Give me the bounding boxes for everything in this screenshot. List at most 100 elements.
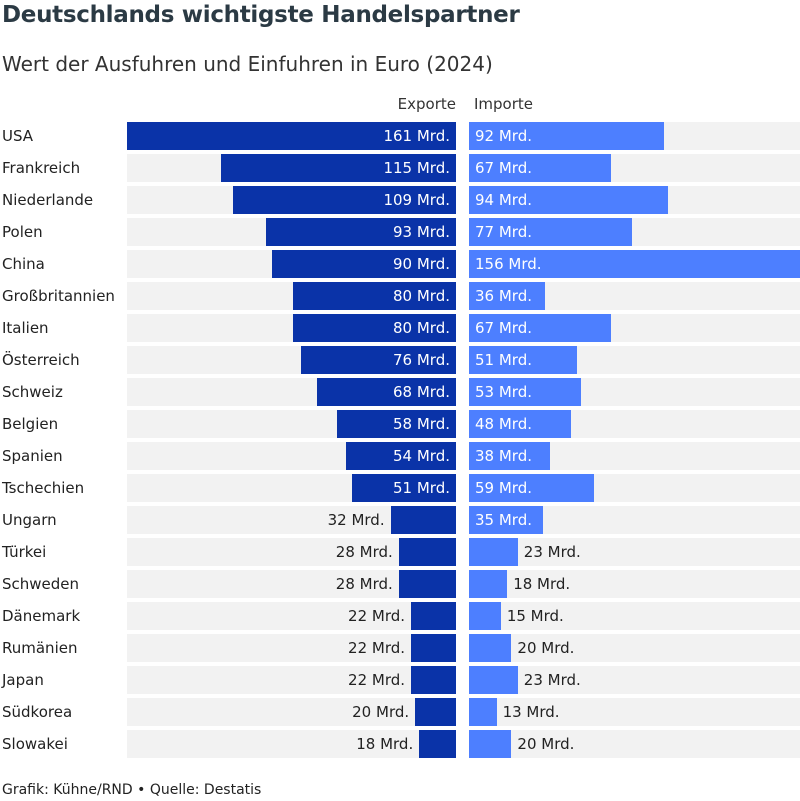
chart-row: Südkorea 20 Mrd. 13 Mrd. [0,696,800,728]
exports-value-label: 51 Mrd. [393,479,450,497]
exports-bar [398,538,456,566]
imports-bar [469,506,544,534]
exports-value-label: 18 Mrd. [356,735,414,753]
exports-value-label: 68 Mrd. [393,383,450,401]
country-label: Slowakei [2,735,68,753]
exports-value-label: 76 Mrd. [393,351,450,369]
exports-bar [300,346,456,374]
imports-value-label: 48 Mrd. [475,415,532,433]
country-label: Belgien [2,415,59,433]
exports-bar [419,730,456,758]
exports-bar [351,474,456,502]
country-label: Frankreich [2,159,81,177]
country-label: Schweiz [2,383,63,401]
exports-value-label: 90 Mrd. [393,255,450,273]
exports-bar [398,570,456,598]
imports-bar [469,698,497,726]
exports-value-label: 22 Mrd. [348,607,406,625]
imports-track [469,666,800,694]
imports-bar [469,346,578,374]
imports-track [469,634,800,662]
imports-track [469,538,800,566]
exports-value-label: 54 Mrd. [393,447,450,465]
exports-bar [221,154,456,182]
chart-row: Frankreich 115 Mrd. 67 Mrd. [0,152,800,184]
imports-bar [469,250,800,278]
imports-track [469,730,800,758]
exports-bar [411,602,456,630]
imports-bar [469,282,546,310]
exports-bar [415,698,456,726]
imports-bar [469,538,518,566]
chart-row: Spanien 54 Mrd. 38 Mrd. [0,440,800,472]
imports-value-label: 23 Mrd. [523,671,581,689]
imports-value-label: 77 Mrd. [475,223,532,241]
imports-bar [469,666,518,694]
exports-bar [292,282,456,310]
imports-value-label: 13 Mrd. [502,703,560,721]
exports-bar [411,634,456,662]
imports-track [469,602,800,630]
exports-value-label: 22 Mrd. [348,639,406,657]
country-label: Dänemark [2,607,81,625]
exports-bar [411,666,456,694]
country-label: Schweden [2,575,80,593]
exports-value-label: 109 Mrd. [383,191,450,209]
imports-value-label: 51 Mrd. [475,351,532,369]
exports-track [127,602,456,630]
chart-row: Rumänien 22 Mrd. 20 Mrd. [0,632,800,664]
exports-value-label: 80 Mrd. [393,287,450,305]
imports-value-label: 36 Mrd. [475,287,532,305]
country-label: Spanien [2,447,63,465]
imports-value-label: 20 Mrd. [517,735,575,753]
chart-row: Ungarn 32 Mrd. 35 Mrd. [0,504,800,536]
chart-row: Tschechien 51 Mrd. 59 Mrd. [0,472,800,504]
imports-bar [469,154,612,182]
exports-bar [337,410,456,438]
chart-row: Slowakei 18 Mrd. 20 Mrd. [0,728,800,760]
country-label: Großbritannien [2,287,115,305]
exports-value-label: 80 Mrd. [393,319,450,337]
exports-column-header: Exporte [397,95,456,113]
country-label: Niederlande [2,191,94,209]
imports-track [469,698,800,726]
imports-bar [469,730,512,758]
imports-bar [469,442,550,470]
country-label: Österreich [2,351,80,369]
exports-value-label: 20 Mrd. [352,703,410,721]
exports-bar [345,442,456,470]
imports-bar [469,314,612,342]
country-label: USA [2,127,34,145]
country-label: Japan [2,671,44,689]
chart-row: Türkei 28 Mrd. 23 Mrd. [0,536,800,568]
imports-bar [469,474,595,502]
exports-track [127,666,456,694]
exports-bar [127,122,456,150]
imports-bar [469,122,665,150]
imports-bar [469,634,512,662]
exports-value-label: 28 Mrd. [335,575,393,593]
country-label: Südkorea [2,703,73,721]
chart-title: Deutschlands wichtigste Handelspartner [2,2,520,28]
country-label: Rumänien [2,639,78,657]
country-label: Ungarn [2,511,57,529]
imports-value-label: 92 Mrd. [475,127,532,145]
exports-value-label: 58 Mrd. [393,415,450,433]
exports-value-label: 28 Mrd. [335,543,393,561]
imports-bar [469,186,669,214]
imports-value-label: 156 Mrd. [475,255,542,273]
imports-bar [469,378,582,406]
imports-value-label: 38 Mrd. [475,447,532,465]
imports-bar [469,218,633,246]
exports-bar [292,314,456,342]
exports-value-label: 93 Mrd. [393,223,450,241]
chart-row: Polen 93 Mrd. 77 Mrd. [0,216,800,248]
exports-track [127,634,456,662]
country-label: Polen [2,223,43,241]
imports-track [469,570,800,598]
imports-value-label: 67 Mrd. [475,319,532,337]
exports-value-label: 32 Mrd. [327,511,385,529]
imports-value-label: 35 Mrd. [475,511,532,529]
exports-bar [317,378,456,406]
chart-row: Italien 80 Mrd. 67 Mrd. [0,312,800,344]
